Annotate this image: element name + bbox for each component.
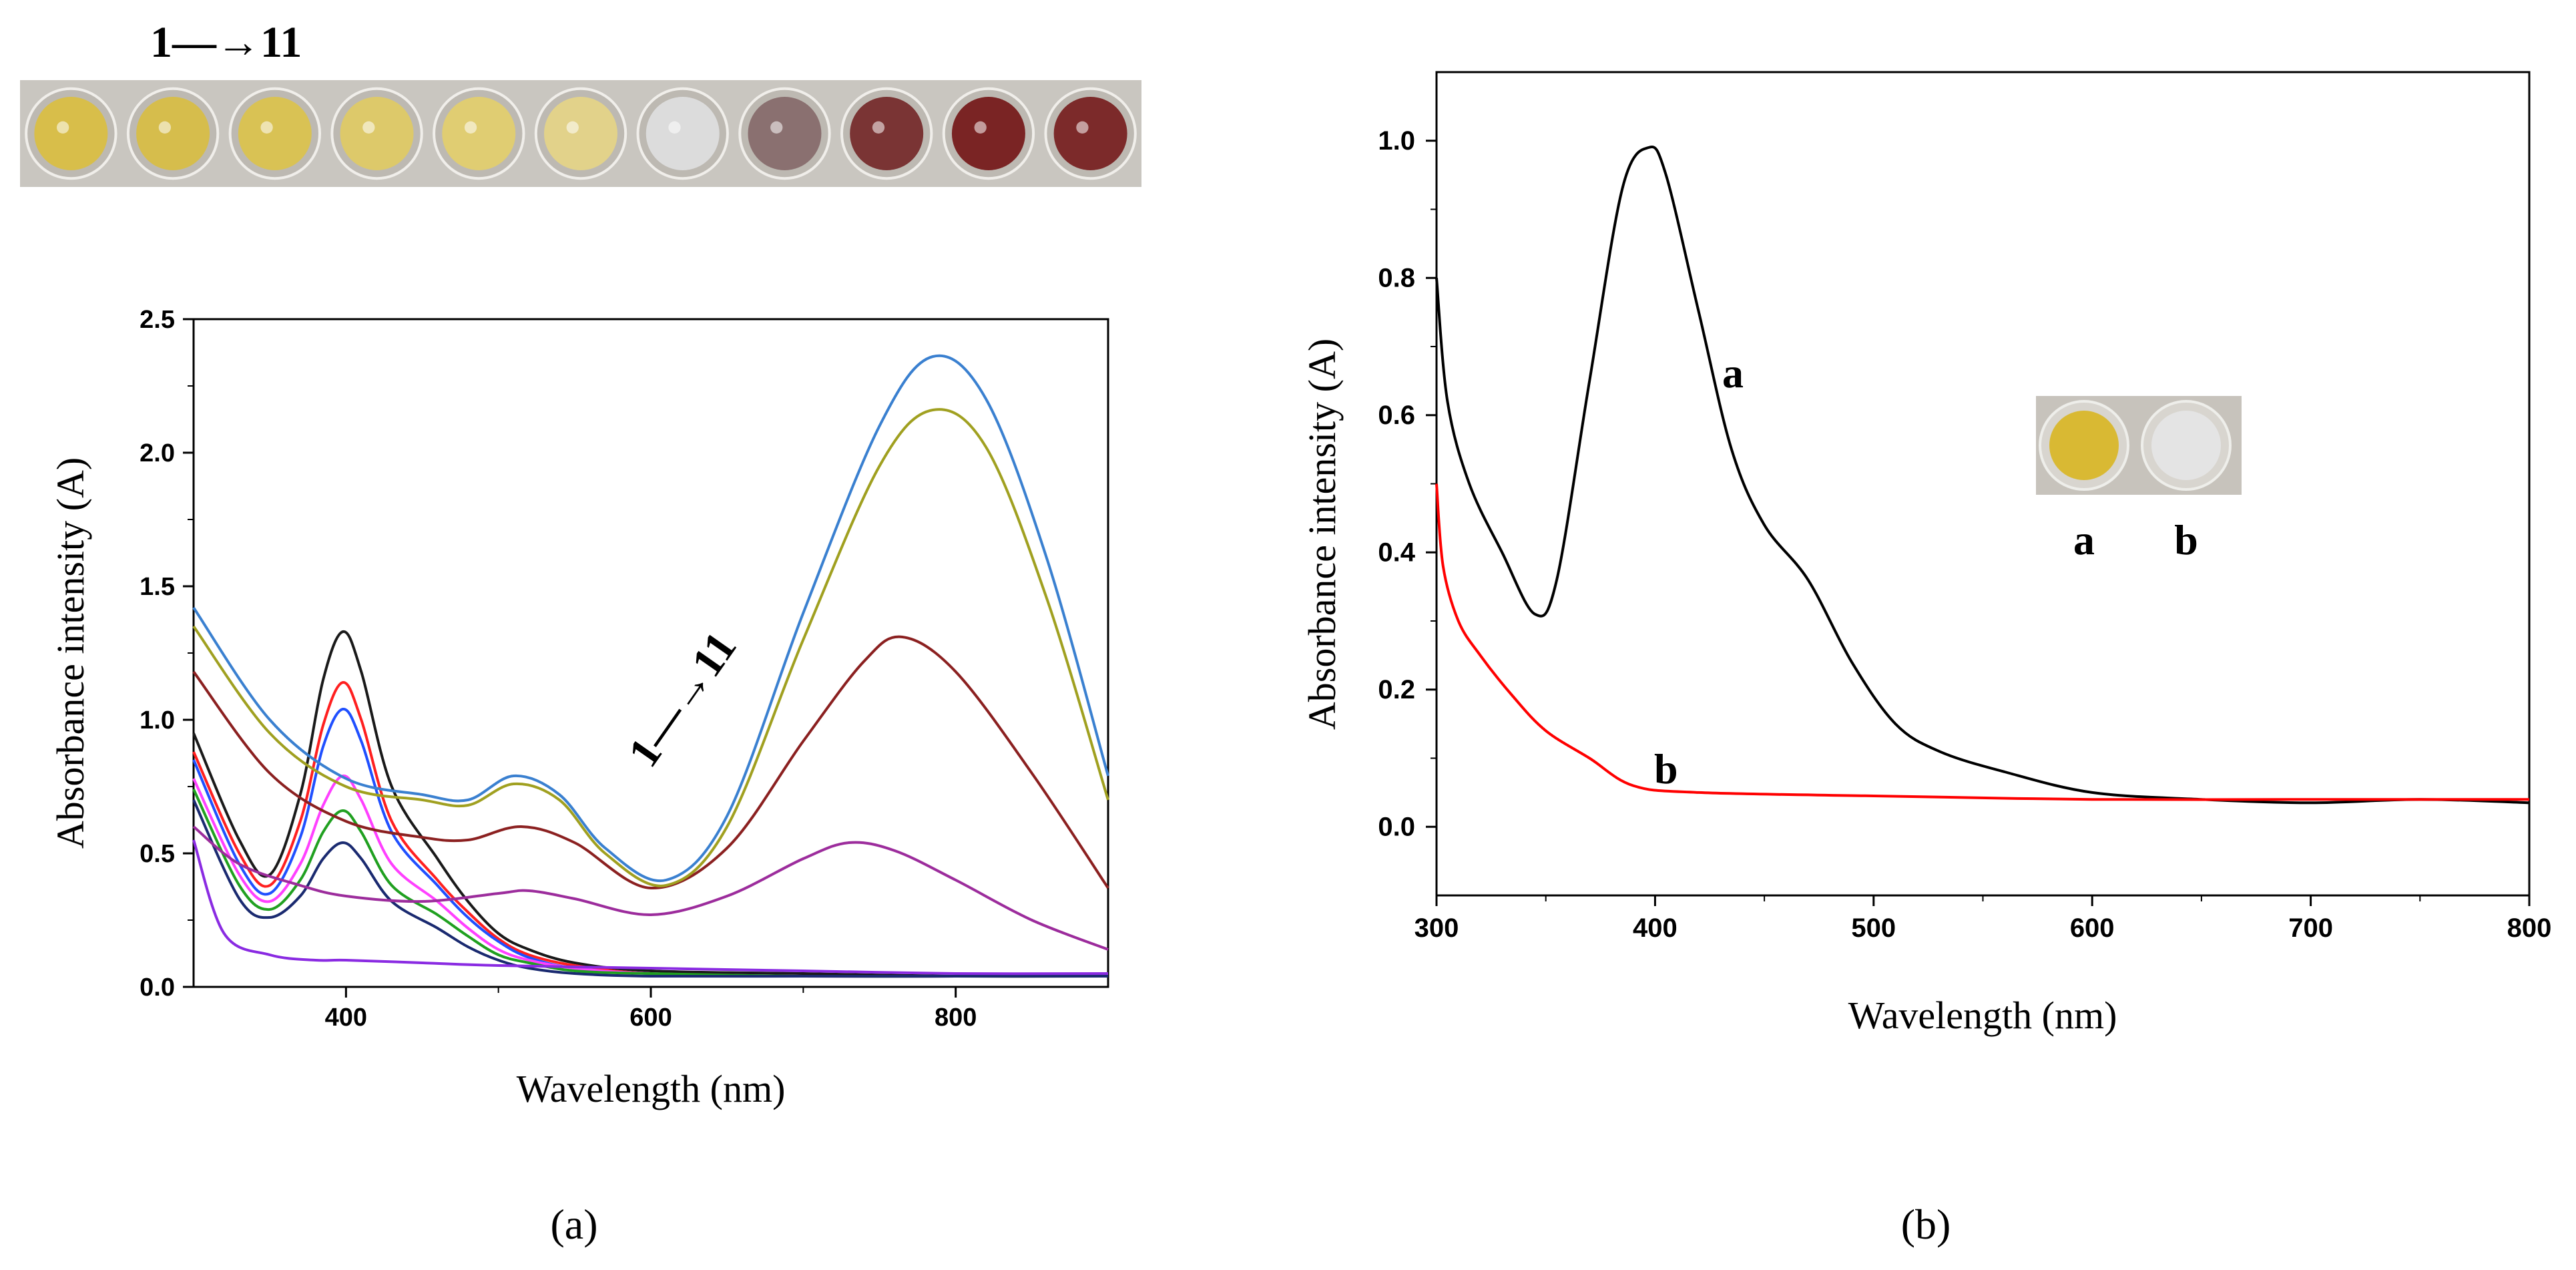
panel-a-label: (a) <box>550 1201 597 1248</box>
strip-a-label: 1—→11 <box>150 18 302 67</box>
chart-b-series <box>1435 146 2530 805</box>
chart-b-xtick-label-700: 700 <box>2288 913 2333 943</box>
well-liquid-5 <box>442 97 516 170</box>
chart-a-series-7-line <box>192 839 1109 976</box>
chart-b-ticks: 300 400 500 600 700 800 0.0 0.2 0.4 0.6 0.8 1.0 <box>1378 126 2551 943</box>
chart-b-frame <box>1435 71 2531 897</box>
chart-a-ylabel: Absorbance intensity (A) <box>49 457 92 849</box>
chart-a-ytick-label-1.0: 1.0 <box>140 706 175 734</box>
chart-a-ytick-label-0.5: 0.5 <box>140 840 175 868</box>
chart-a-series-10-line <box>192 408 1109 887</box>
chart-b-xtick-label-600: 600 <box>2070 913 2115 943</box>
well-liquid-1 <box>34 97 108 170</box>
chart-a-xlabel: Wavelength (nm) <box>517 1067 786 1110</box>
chart-a-series-5-line <box>192 789 1108 978</box>
chart-b-ytick-label-1.0: 1.0 <box>1378 126 1415 156</box>
inset-label-b: b <box>2174 516 2198 564</box>
chart-b-xtick-label-400: 400 <box>1633 913 1678 943</box>
chart-b-series-a-line <box>1435 146 2530 805</box>
chart-b-xlabel: Wavelength (nm) <box>1848 994 2117 1037</box>
chart-a-series-11-line <box>192 354 1109 883</box>
chart-b-ylabel: Absorbance intensity (A) <box>1300 339 1344 730</box>
chart-a-xtick-label-800: 800 <box>935 1004 977 1032</box>
chart-b-xtick-label-300: 300 <box>1414 913 1459 943</box>
well-highlight-2 <box>158 121 172 134</box>
well-liquid-11 <box>1053 97 1127 170</box>
chart-b-ytick-label-0.8: 0.8 <box>1378 263 1415 292</box>
chart-a-ytick-label-2.5: 2.5 <box>140 306 175 334</box>
inset-b: a b <box>2036 396 2242 564</box>
series-a-label: a <box>1722 349 1744 397</box>
chart-b: 300 400 500 600 700 800 0.0 0.2 0.4 0.6 0.8 1.0 Wav… <box>1300 71 2551 1037</box>
chart-a-xtick-label-600: 600 <box>629 1004 672 1032</box>
well-highlight-5 <box>464 121 477 134</box>
chart-a: 400 600 800 0.0 0.5 1.0 1.5 2.0 2.5 Wavelength (… <box>49 306 1109 1110</box>
chart-b-series-b-line <box>1435 483 2529 801</box>
chart-a-ytick-label-1.5: 1.5 <box>140 573 175 601</box>
chart-a-annotation: 1—→11 <box>619 624 746 776</box>
chart-b-ytick-label-0.4: 0.4 <box>1378 538 1415 567</box>
well-liquid-10 <box>951 97 1025 170</box>
inset-label-a: a <box>2073 516 2095 564</box>
well-liquid-4 <box>340 97 414 170</box>
chart-a-series-4-line <box>192 775 1108 978</box>
series-b-label: b <box>1654 745 1678 793</box>
well-strip-a <box>20 80 1141 187</box>
well-highlight-6 <box>566 121 579 134</box>
well-highlight-1 <box>56 121 69 134</box>
inset-b-wells <box>2039 400 2232 491</box>
well-highlight-8 <box>770 121 783 134</box>
well-highlight-3 <box>260 121 273 134</box>
well-liquid-6 <box>544 97 617 170</box>
panel-b: 300 400 500 600 700 800 0.0 0.2 0.4 0.6 0.8 1.0 Wav… <box>1300 71 2551 1248</box>
inset-well-liquid-1 <box>2049 411 2119 480</box>
well-liquid-3 <box>238 97 312 170</box>
well-highlight-9 <box>872 121 885 134</box>
chart-b-xtick-label-500: 500 <box>1851 913 1896 943</box>
well-highlight-10 <box>974 121 987 134</box>
inset-well-liquid-2 <box>2151 411 2221 480</box>
chart-a-series-8-line <box>192 825 1109 951</box>
panel-a: 1—→11 400 600 800 0.0 0.5 1.0 1.5 2.0 2.5 Wavele… <box>20 18 1141 1248</box>
chart-a-ytick-label-0.0: 0.0 <box>140 974 175 1002</box>
panel-b-label: (b) <box>1901 1201 1951 1248</box>
chart-b-xtick-label-800: 800 <box>2507 913 2552 943</box>
well-highlight-4 <box>362 121 375 134</box>
well-highlight-11 <box>1076 121 1089 134</box>
chart-a-ytick-label-2.0: 2.0 <box>140 439 175 467</box>
well-liquid-2 <box>136 97 210 170</box>
chart-b-ytick-label-0.6: 0.6 <box>1378 401 1415 430</box>
well-strip-a-wells <box>25 87 1137 180</box>
chart-b-ytick-label-0.0: 0.0 <box>1378 812 1415 841</box>
chart-a-xtick-label-400: 400 <box>325 1004 367 1032</box>
chart-a-series-6-line <box>192 799 1108 978</box>
chart-a-ticks: 400 600 800 0.0 0.5 1.0 1.5 2.0 2.5 <box>140 306 977 1032</box>
chart-a-series <box>192 354 1109 978</box>
well-liquid-7 <box>646 97 720 170</box>
well-liquid-8 <box>748 97 822 170</box>
chart-b-ytick-label-0.2: 0.2 <box>1378 675 1415 704</box>
well-highlight-7 <box>668 121 681 134</box>
chart-a-series-1-line <box>192 630 1109 978</box>
well-liquid-9 <box>850 97 924 170</box>
